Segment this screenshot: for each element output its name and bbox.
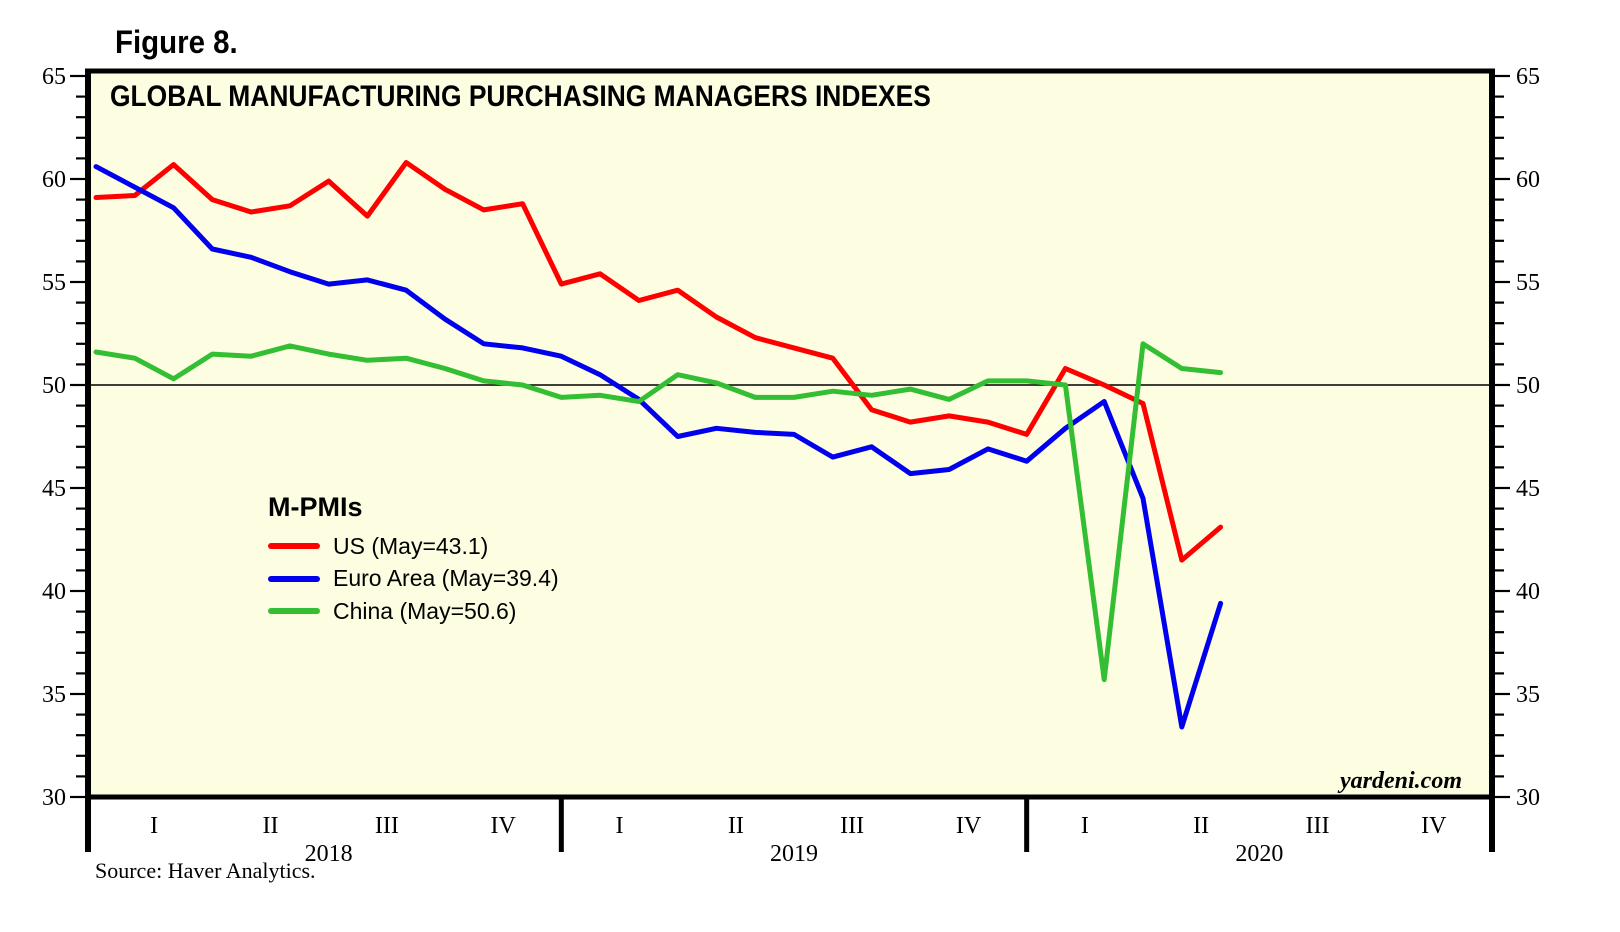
quarter-label: IV: [491, 813, 517, 839]
legend-label-euro-area: Euro Area (May=39.4): [333, 565, 559, 592]
y-axis-label-left: 55: [42, 270, 66, 296]
y-axis-label-left: 65: [42, 64, 66, 90]
quarter-label: II: [1193, 813, 1209, 839]
legend-item-china: China (May=50.6): [268, 595, 559, 628]
y-axis-label-right: 35: [1516, 682, 1540, 708]
y-axis-label-left: 30: [42, 785, 66, 811]
figure-number-label: Figure 8.: [115, 24, 238, 60]
quarter-label: I: [150, 813, 158, 839]
euro-area-line-swatch: [268, 575, 320, 582]
euro-area-line: [93, 164, 1224, 730]
year-label: 2020: [1235, 841, 1283, 867]
quarter-label: I: [1081, 813, 1089, 839]
y-axis-label-left: 35: [42, 682, 66, 708]
china-line: [93, 341, 1224, 683]
quarter-label: III: [840, 813, 864, 839]
y-axis-label-right: 30: [1516, 785, 1540, 811]
quarter-label: III: [1306, 813, 1330, 839]
quarter-label: III: [375, 813, 399, 839]
y-axis-label-right: 45: [1516, 476, 1540, 502]
y-axis-label-right: 65: [1516, 64, 1540, 90]
legend-label-china: China (May=50.6): [333, 597, 517, 624]
year-label: 2019: [770, 841, 818, 867]
legend-label-us: US (May=43.1): [333, 532, 489, 559]
quarter-label: IV: [1421, 813, 1447, 839]
quarter-label: II: [263, 813, 279, 839]
china-line-swatch: [268, 608, 320, 615]
quarter-label: IV: [956, 813, 982, 839]
legend: M-PMIs US (May=43.1) Euro Area (May=39.4…: [268, 492, 559, 628]
y-axis-label-right: 60: [1516, 167, 1540, 193]
y-axis-label-right: 55: [1516, 270, 1540, 296]
y-axis-label-right: 50: [1516, 373, 1540, 399]
legend-item-us: US (May=43.1): [268, 530, 559, 563]
legend-title: M-PMIs: [268, 492, 363, 522]
us-line: [93, 160, 1224, 563]
y-axis-label-right: 40: [1516, 579, 1540, 605]
quarter-label: I: [616, 813, 624, 839]
year-label: 2018: [305, 841, 353, 867]
us-line-swatch: [268, 543, 320, 550]
y-axis-label-left: 50: [42, 373, 66, 399]
y-axis-label-left: 60: [42, 167, 66, 193]
quarter-label: II: [728, 813, 744, 839]
watermark-yardeni: yardeni.com: [1337, 768, 1462, 794]
y-axis-label-left: 45: [42, 476, 66, 502]
y-axis-label-left: 40: [42, 579, 66, 605]
legend-item-euro-area: Euro Area (May=39.4): [268, 563, 559, 596]
chart-title: GLOBAL MANUFACTURING PURCHASING MANAGERS…: [110, 80, 931, 113]
source-note: Source: Haver Analytics.: [95, 858, 316, 883]
